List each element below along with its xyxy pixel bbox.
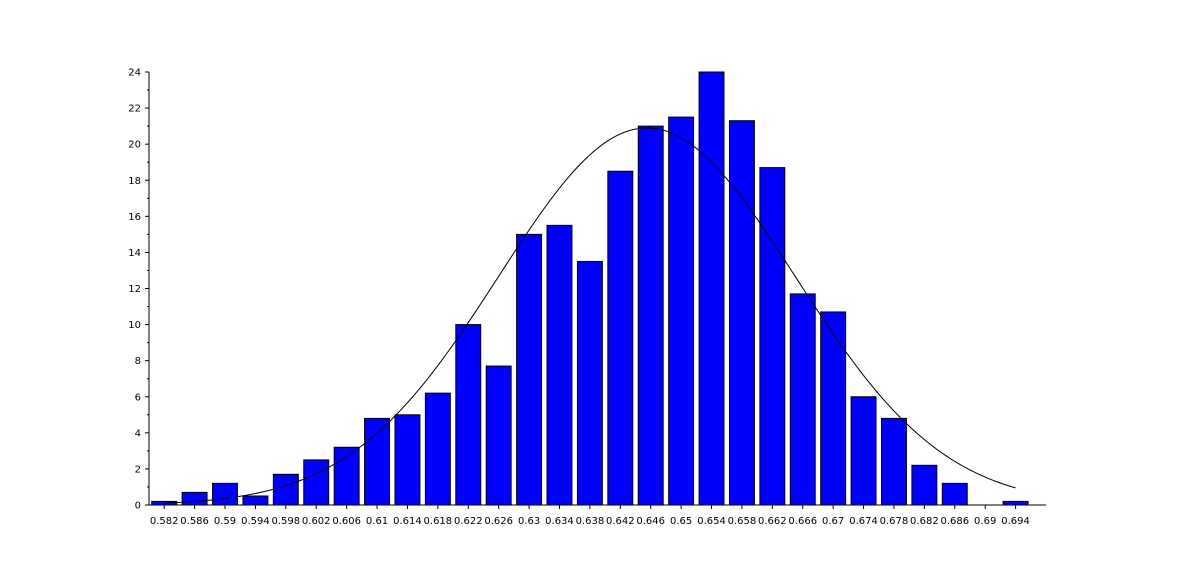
bar-0.63: [516, 233, 543, 506]
bar-0.678: [881, 417, 907, 506]
y-tick-label-2: 2: [135, 464, 141, 475]
x-tick-label-0.602: 0.602: [302, 516, 331, 527]
bar-0.686: [941, 482, 968, 506]
x-tick-label-0.654: 0.654: [697, 516, 726, 527]
x-ticks-group: 0.582 0.586 0.59 0.594 0.598 0.602 0.606 0.61 0.…: [150, 505, 1030, 527]
bar-0.646: [637, 125, 664, 506]
bar-0.67: [820, 311, 847, 506]
bar-0.634: [546, 224, 573, 506]
y-tick-label-22: 22: [128, 104, 141, 115]
x-tick-label-0.638: 0.638: [576, 516, 605, 527]
x-tick-label-0.606: 0.606: [332, 516, 361, 527]
x-tick-label-0.63: 0.63: [518, 516, 540, 527]
bar-0.606: [333, 446, 360, 506]
y-tick-label-24: 24: [128, 68, 141, 79]
bar-0.666: [789, 293, 816, 506]
normal-fit-curve: [164, 127, 1016, 504]
y-tick-label-16: 16: [128, 212, 141, 223]
x-tick-label-0.642: 0.642: [606, 516, 635, 527]
bar-0.662: [759, 167, 786, 506]
bars-group: [151, 71, 1029, 506]
x-tick-label-0.59: 0.59: [214, 516, 236, 527]
y-tick-label-0: 0: [135, 501, 141, 512]
x-tick-label-0.598: 0.598: [272, 516, 301, 527]
x-tick-label-0.694: 0.694: [1001, 516, 1030, 527]
x-tick-label-0.634: 0.634: [545, 516, 574, 527]
y-tick-label-12: 12: [128, 284, 141, 295]
x-tick-label-0.622: 0.622: [454, 516, 483, 527]
x-tick-label-0.586: 0.586: [180, 516, 209, 527]
x-tick-label-0.61: 0.61: [366, 516, 388, 527]
x-tick-label-0.594: 0.594: [241, 516, 270, 527]
x-tick-label-0.666: 0.666: [788, 516, 817, 527]
bar-0.65: [668, 116, 695, 506]
x-tick-label-0.658: 0.658: [728, 516, 757, 527]
bar-0.626: [485, 365, 512, 506]
x-tick-label-0.686: 0.686: [940, 516, 969, 527]
y-tick-label-10: 10: [128, 320, 141, 331]
bar-0.638: [576, 260, 603, 506]
y-tick-label-18: 18: [128, 176, 141, 187]
x-tick-label-0.662: 0.662: [758, 516, 787, 527]
y-tick-label-8: 8: [135, 356, 141, 367]
bar-0.658: [728, 120, 755, 506]
y-tick-label-6: 6: [135, 392, 141, 403]
bar-0.602: [303, 459, 330, 506]
bar-0.594: [242, 495, 269, 506]
bar-0.59: [212, 482, 238, 506]
bar-0.614: [394, 414, 421, 506]
x-tick-label-0.582: 0.582: [150, 516, 179, 527]
bar-0.598: [272, 473, 299, 506]
x-tick-label-0.67: 0.67: [822, 516, 844, 527]
x-tick-label-0.678: 0.678: [880, 516, 909, 527]
y-tick-label-4: 4: [135, 428, 141, 439]
y-tick-label-20: 20: [128, 140, 141, 151]
x-tick-label-0.682: 0.682: [910, 516, 939, 527]
bar-0.618: [424, 392, 451, 506]
x-tick-label-0.646: 0.646: [636, 516, 665, 527]
x-tick-label-0.618: 0.618: [424, 516, 453, 527]
bar-0.654: [698, 71, 725, 506]
y-tick-label-14: 14: [128, 248, 141, 259]
x-tick-label-0.69: 0.69: [974, 516, 996, 527]
bar-0.622: [455, 324, 482, 506]
bar-0.586: [181, 491, 208, 506]
bar-0.682: [911, 464, 938, 506]
bar-0.674: [850, 396, 877, 506]
x-tick-label-0.65: 0.65: [670, 516, 692, 527]
bar-0.694: [1002, 500, 1029, 506]
bar-0.642: [607, 170, 634, 506]
x-tick-label-0.614: 0.614: [393, 516, 422, 527]
x-tick-label-0.674: 0.674: [849, 516, 878, 527]
bar-0.61: [364, 417, 391, 506]
x-tick-label-0.626: 0.626: [484, 516, 513, 527]
